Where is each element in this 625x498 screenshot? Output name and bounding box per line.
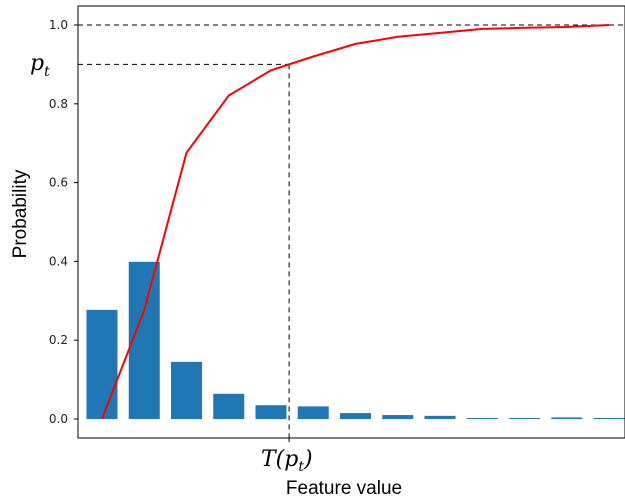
threshold-x-annotation: T(pt) (261, 447, 313, 475)
y-axis-label: Probability (10, 169, 31, 258)
threshold-x-annotation-end: ) (303, 447, 313, 472)
bar (255, 405, 287, 419)
bar-series (86, 261, 625, 419)
bar (551, 417, 583, 419)
y-tick-label: 0.0 (49, 412, 68, 426)
bar (213, 393, 245, 419)
threshold-x-annotation-base: T(p (261, 447, 298, 472)
y-tick-label: 0.2 (49, 333, 68, 347)
bar (509, 418, 540, 419)
threshold-y-annotation-sub: t (44, 64, 50, 80)
threshold-y-annotation: pt (30, 51, 50, 80)
bar (340, 413, 371, 419)
threshold-y-annotation-base: p (30, 51, 44, 76)
bar (466, 418, 498, 419)
bar (424, 415, 456, 419)
bar (128, 261, 160, 419)
bar (382, 415, 414, 419)
y-tick-label: 0.4 (49, 254, 68, 268)
y-tick-label: 1.0 (49, 18, 68, 32)
y-tick-label: 0.6 (49, 176, 68, 190)
plot-frame (77, 5, 625, 439)
bar (297, 406, 329, 419)
cumulative-line-series (101, 24, 610, 420)
threshold-x-annotation-sub: t (298, 459, 304, 475)
reference-lines (78, 24, 625, 438)
bar (86, 309, 118, 419)
bar (593, 418, 625, 419)
y-tick-label: 0.8 (49, 97, 68, 111)
x-axis-label: Feature value (286, 478, 402, 498)
cumulative-line (101, 24, 610, 420)
y-axis: 0.0 0.2 0.4 0.6 0.8 1.0 (49, 18, 290, 442)
bar (171, 361, 202, 419)
